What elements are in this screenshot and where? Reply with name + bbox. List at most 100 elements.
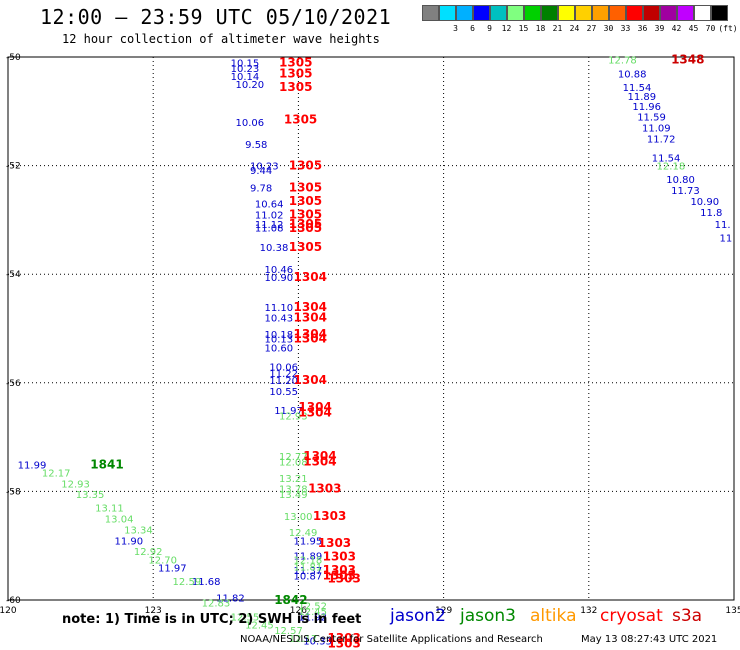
cryosat-obs: 1303 — [327, 631, 360, 645]
jason3-obs: 12.17 — [42, 468, 71, 479]
map-frame — [7, 56, 735, 601]
cryosat-obs: 1304 — [298, 400, 331, 414]
jason3-obs: 12.52 — [298, 601, 327, 612]
lon-tick-label: 129 — [435, 606, 452, 616]
jason2-obs: 10.88 — [618, 69, 647, 80]
jason2-obs: 11 — [719, 233, 732, 244]
jason2-obs: 11.99 — [18, 460, 47, 471]
jason3-obs: 12.57 — [274, 626, 303, 637]
jason2-obs: 11.02 — [255, 210, 284, 221]
jason3-obs: 12.78 — [608, 56, 637, 67]
scale-label: 42 — [671, 24, 682, 33]
jason2-obs: 11.82 — [216, 593, 245, 604]
cryosat-obs: 1304 — [294, 331, 327, 345]
lat-tick-label: -52 — [6, 162, 21, 172]
cryosat-obs: 1303 — [327, 636, 360, 650]
jason3-obs: 12.17 — [289, 634, 318, 645]
jason2-obs: 11.97 — [274, 406, 303, 417]
s3a-obs: 1348 — [671, 53, 704, 67]
jason2-obs: 11.89 — [294, 551, 323, 562]
jason2-obs: 11.54 — [623, 83, 652, 94]
scale-label: 24 — [569, 24, 580, 33]
jason2-obs: 10.87 — [294, 572, 323, 583]
jason2-obs: 11.73 — [671, 186, 700, 197]
lon-tick-label: 123 — [145, 606, 162, 616]
cryosat-obs: 1304 — [294, 373, 327, 387]
jason3-obs: 11.81 — [294, 562, 323, 573]
jason3-obs: 13.35 — [76, 490, 105, 501]
jason3-obs: 12.92 — [134, 547, 163, 558]
jason2-obs: 11.89 — [628, 92, 657, 103]
jason3-obs: 13.78 — [279, 485, 308, 496]
scale-swatch — [711, 5, 728, 21]
legend-cryosat: cryosat — [600, 606, 663, 626]
jason2-obs: 10.06 — [269, 363, 298, 374]
scale-label: 30 — [603, 24, 614, 33]
scale-swatch — [507, 5, 524, 21]
cryosat-obs: 1303 — [327, 571, 360, 585]
cryosat-obs: 1303 — [318, 536, 351, 550]
cryosat-obs: 1304 — [294, 270, 327, 284]
jason2-obs: 11.10 — [265, 303, 294, 314]
scale-swatch — [490, 5, 507, 21]
jason2-obs: 10.23 — [250, 162, 279, 173]
credit-text: NOAA/NESDIS Center for Satellite Applica… — [240, 634, 543, 645]
jason3-obs: 12.18 — [294, 555, 323, 566]
jason2-obs: 11. — [715, 220, 731, 231]
cryosat-obs: 1305 — [289, 180, 322, 194]
scale-label: 12 — [501, 24, 512, 33]
jason2-obs: 10.33 — [303, 637, 332, 648]
cryosat-obs: 1304 — [298, 406, 331, 420]
page-title: 12:00 – 23:59 UTC 05/10/2021 — [40, 5, 392, 29]
lon-tick-label: 132 — [580, 606, 597, 616]
cryosat-obs: 1305 — [279, 80, 312, 94]
cryosat-obs: 1305 — [289, 159, 322, 173]
scale-swatch — [643, 5, 660, 21]
jason2-obs: 9.78 — [250, 183, 272, 194]
jason2-obs: 9.58 — [245, 140, 267, 151]
scale-label: 9 — [487, 24, 492, 33]
jason2-obs: 10.90 — [690, 197, 719, 208]
lat-tick-label: -60 — [6, 596, 21, 606]
scale-label: 39 — [654, 24, 665, 33]
lat-tick-label: -58 — [6, 487, 21, 497]
cryosat-obs: 1303 — [323, 550, 356, 564]
jason3-obs: 12.55 — [231, 612, 260, 623]
scale-swatch — [473, 5, 490, 21]
scale-label: 3 — [453, 24, 458, 33]
jason3-obs: 13.34 — [124, 525, 153, 536]
jason2-obs: 11.59 — [637, 113, 666, 124]
jason3-obs: 13.04 — [105, 515, 134, 526]
jason2-obs: 11.68 — [192, 577, 221, 588]
scale-swatch — [677, 5, 694, 21]
jason3-obs: 12.77 — [279, 452, 308, 463]
cryosat-obs: 1305 — [284, 112, 317, 126]
jason3-obs: 12.83 — [202, 599, 231, 610]
cryosat-obs: 1305 — [289, 240, 322, 254]
scale-swatch — [626, 5, 643, 21]
scale-swatch — [592, 5, 609, 21]
lat-tick-label: -56 — [6, 379, 21, 389]
jason3-obs: 13.49 — [279, 490, 308, 501]
legend-jason2: jason2 — [390, 606, 446, 626]
jason3-obs: 12.93 — [279, 411, 308, 422]
jason2-obs: 11.37 — [294, 566, 323, 577]
cryosat-obs: 1304 — [303, 455, 336, 469]
lat-tick-label: -54 — [6, 270, 21, 280]
scale-label: 36 — [637, 24, 648, 33]
jason2-obs: 10.23 — [231, 64, 260, 75]
jason2-obs: 11.20 — [269, 376, 298, 387]
cryosat-obs: 1305 — [289, 207, 322, 221]
jason3-obs: 13.00 — [284, 512, 313, 523]
jason2-obs: 10.15 — [231, 58, 260, 69]
cryosat-obs: 1305 — [289, 194, 322, 208]
jason3-obs: 13.21 — [279, 474, 308, 485]
scale-swatch — [422, 5, 439, 21]
jason3-obs: 12.93 — [61, 479, 90, 490]
jason3-obs: 12.45 — [245, 620, 274, 631]
scale-swatch — [660, 5, 677, 21]
cryosat-obs: 1305 — [279, 55, 312, 69]
legend-altika: altika — [530, 606, 577, 626]
scale-swatch — [456, 5, 473, 21]
